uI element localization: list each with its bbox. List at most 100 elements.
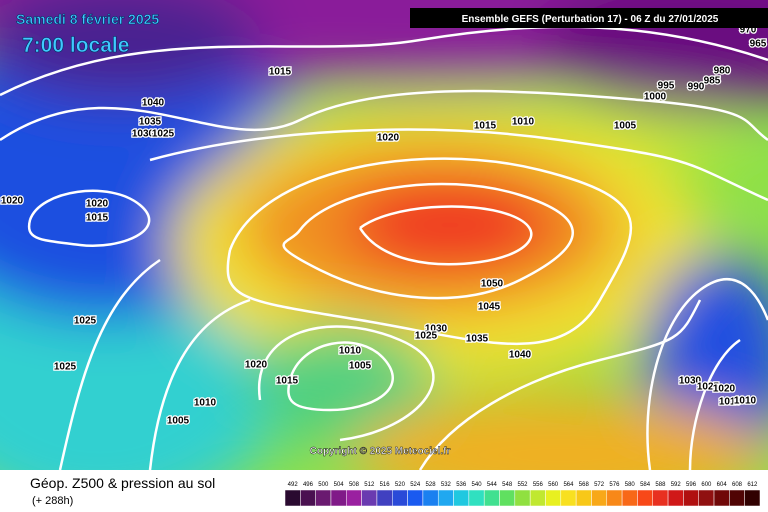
isobar-label: 1020	[245, 360, 268, 371]
scale-label: 560	[548, 482, 559, 488]
scale-swatch	[453, 489, 470, 507]
scale-label: 496	[303, 482, 314, 488]
scale-swatch	[713, 489, 730, 507]
isobar-label: 1035	[466, 334, 489, 345]
isobar-label: 1030	[425, 324, 448, 335]
isobar-label: 1030	[679, 376, 702, 387]
scale-label: 584	[640, 482, 651, 488]
scale-label: 600	[701, 482, 712, 488]
scale-label: 524	[410, 482, 421, 488]
isobar-label: 990	[688, 82, 705, 93]
map-date: Samedi 8 février 2025	[16, 11, 159, 27]
scale-swatch	[300, 489, 316, 507]
isobar-label: 1025	[54, 362, 77, 373]
isobar-label: 1015	[86, 213, 109, 224]
scale-label: 548	[502, 482, 513, 488]
footer-lead: (+ 288h)	[32, 495, 73, 507]
scale-label: 552	[517, 482, 528, 488]
isobar-label: 1040	[142, 98, 165, 109]
scale-label: 588	[655, 482, 666, 488]
isobar-label: 1020	[377, 133, 400, 144]
scale-swatch	[575, 489, 592, 507]
scale-label: 556	[533, 482, 544, 488]
copyright: Copyright © 2025 Meteociel.fr	[310, 446, 451, 457]
isobar-label: 1045	[478, 302, 501, 313]
isobar-label: 1005	[167, 416, 190, 427]
scale-swatch	[729, 489, 745, 507]
model-info: Ensemble GEFS (Perturbation 17) - 06 Z d…	[462, 14, 719, 25]
scale-swatch	[284, 489, 301, 507]
scale-swatch	[422, 489, 439, 507]
isobar-label: 1010	[734, 396, 757, 407]
scale-label: 516	[380, 482, 391, 488]
scale-swatch	[346, 489, 362, 507]
isobar-label: 985	[704, 76, 721, 87]
scale-swatch	[330, 489, 347, 507]
scale-swatch	[652, 489, 669, 507]
scale-swatch	[514, 489, 531, 507]
isobar-label: 1030	[132, 129, 155, 140]
scale-label: 564	[563, 482, 574, 488]
isobar-label: 1015	[269, 67, 292, 78]
scale-swatch	[529, 489, 546, 507]
scale-swatch	[621, 489, 638, 507]
scale-label: 572	[594, 482, 605, 488]
isobar-label: 980	[714, 66, 731, 77]
isobar-label: 995	[658, 81, 675, 92]
scale-swatch	[499, 489, 516, 507]
scale-label: 612	[747, 482, 758, 488]
scale-swatch	[560, 489, 577, 507]
scale-label: 532	[441, 482, 452, 488]
scale-label: 540	[472, 482, 483, 488]
footer-title: Géop. Z500 & pression au sol	[30, 475, 215, 491]
isobar-label: 965	[750, 39, 767, 50]
scale-swatch	[392, 489, 408, 507]
scale-label: 544	[487, 482, 498, 488]
isobar-label: 1025	[74, 316, 97, 327]
scale-label: 528	[426, 482, 437, 488]
scale-label: 536	[456, 482, 467, 488]
isobar-label: 1050	[481, 279, 504, 290]
color-scale: 492 496 500 504 508 512 516 520 524 528 532 536 540 5…	[284, 482, 761, 507]
isobar-label: 1025	[152, 129, 175, 140]
scale-label: 608	[732, 482, 743, 488]
scale-label: 512	[364, 482, 375, 488]
isobar-label: 1015	[276, 376, 299, 387]
map-time: 7:00 locale	[22, 34, 129, 57]
scale-label: 504	[334, 482, 345, 488]
scale-label: 520	[395, 482, 406, 488]
scale-label: 508	[349, 482, 360, 488]
isobar-label: 1020	[86, 199, 109, 210]
scale-label: 568	[579, 482, 590, 488]
scale-swatch	[468, 489, 485, 507]
isobar-label: 1005	[614, 121, 637, 132]
scale-swatch	[315, 489, 332, 507]
scale-swatch	[591, 489, 608, 507]
scale-swatch	[376, 489, 393, 507]
scale-swatch	[744, 489, 761, 507]
scale-label: 580	[625, 482, 636, 488]
isobar-label: 1035	[139, 117, 162, 128]
model-box	[410, 8, 768, 28]
isobar-label: 1040	[509, 350, 532, 361]
isobar-label: 1010	[339, 346, 362, 357]
scale-swatch	[545, 489, 562, 507]
scale-label: 604	[717, 482, 728, 488]
isobar-label: 1020	[713, 384, 736, 395]
isobars	[0, 25, 768, 470]
scale-swatch	[667, 489, 684, 507]
isobar-label: 1015	[474, 121, 497, 132]
scale-swatch	[483, 489, 500, 507]
scale-swatch	[698, 489, 715, 507]
isobar-label: 1000	[644, 92, 667, 103]
isobar-label: 1025	[697, 382, 720, 393]
isobar-label: 1010	[512, 117, 535, 128]
scale-swatch	[683, 489, 699, 507]
isobar-label: 1010	[194, 398, 217, 409]
isobar-label: 1005	[349, 361, 372, 372]
scale-label: 576	[609, 482, 620, 488]
scale-swatch	[637, 489, 653, 507]
scale-swatch	[606, 489, 623, 507]
